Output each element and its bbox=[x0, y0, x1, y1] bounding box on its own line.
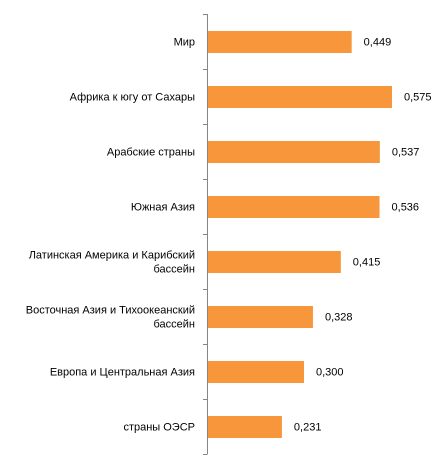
category-label-line: Южная Азия bbox=[131, 202, 195, 214]
category-label-line: Европа и Центральная Азия bbox=[50, 367, 195, 379]
category-label-line: бассейн bbox=[153, 264, 195, 276]
category-label-line: Восточная Азия и Тихоокеанский bbox=[26, 305, 195, 317]
category-label: Южная Азия bbox=[131, 202, 195, 214]
data-label: 0,537 bbox=[392, 147, 420, 159]
data-label: 0,449 bbox=[364, 37, 392, 49]
bar bbox=[208, 141, 380, 163]
bar bbox=[208, 416, 282, 438]
data-label: 0,300 bbox=[316, 367, 344, 379]
category-label: Африка к югу от Сахары bbox=[70, 92, 195, 104]
category-label-line: Африка к югу от Сахары bbox=[70, 92, 195, 104]
data-label: 0,575 bbox=[404, 92, 432, 104]
category-label: страны ОЭСР bbox=[123, 422, 195, 434]
data-label: 0,328 bbox=[325, 312, 353, 324]
category-label: Европа и Центральная Азия bbox=[50, 367, 195, 379]
category-label: Восточная Азия и Тихоокеанский бассейн bbox=[26, 305, 195, 331]
category-label-line: Латинская Америка и Карибский bbox=[29, 250, 195, 262]
category-label: Арабские страны bbox=[107, 147, 195, 159]
bar bbox=[208, 361, 304, 383]
category-label-line: страны ОЭСР bbox=[123, 422, 195, 434]
bar bbox=[208, 196, 380, 218]
bar bbox=[208, 251, 341, 273]
data-label: 0,415 bbox=[353, 257, 381, 269]
category-label-line: бассейн bbox=[153, 319, 195, 331]
data-label: 0,231 bbox=[294, 422, 322, 434]
data-label: 0,536 bbox=[392, 202, 420, 214]
category-label-line: Мир bbox=[174, 37, 195, 49]
bar bbox=[208, 31, 352, 53]
category-label: Латинская Америка и Карибский бассейн bbox=[29, 250, 195, 276]
category-label: Мир bbox=[174, 37, 195, 49]
category-label-line: Арабские страны bbox=[107, 147, 195, 159]
bar bbox=[208, 306, 313, 328]
bar bbox=[208, 86, 392, 108]
